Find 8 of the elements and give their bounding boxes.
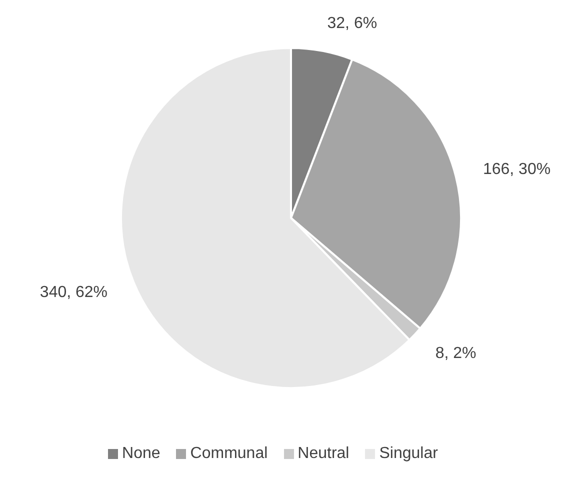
data-label: 32, 6% <box>327 14 378 32</box>
data-label: 8, 2% <box>435 345 476 362</box>
legend-label: None <box>122 445 160 462</box>
data-label: 166, 30% <box>482 161 551 178</box>
legend-label: Neutral <box>298 445 350 462</box>
legend-label: Singular <box>379 445 438 462</box>
legend-label: Communal <box>190 445 268 462</box>
data-label: 340, 62% <box>40 284 108 301</box>
